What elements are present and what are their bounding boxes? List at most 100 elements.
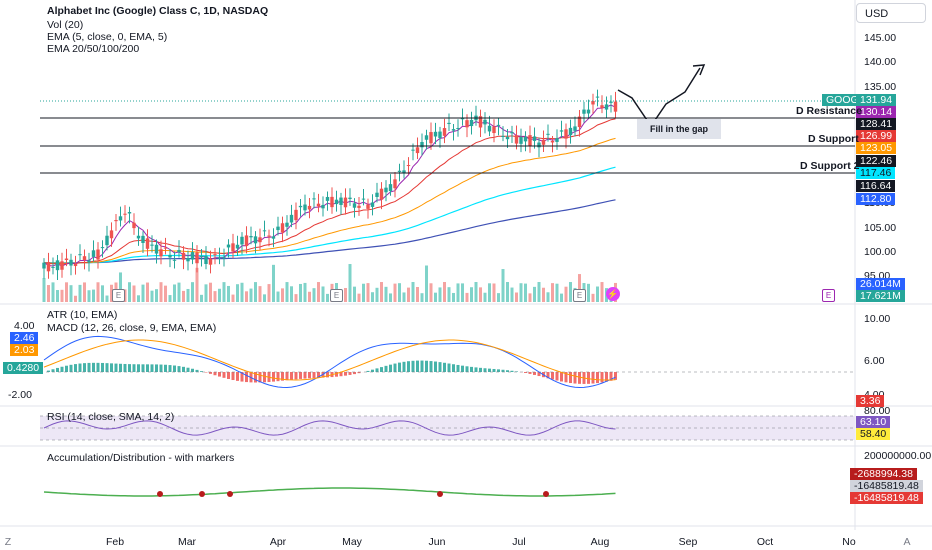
macd-histogram-bar (56, 367, 59, 372)
candle-body (312, 198, 316, 200)
dividend-icon[interactable]: ⚡ (606, 287, 620, 301)
candle-body (240, 236, 244, 245)
candle-body (591, 100, 595, 105)
price-axis-label: 100.00 (864, 246, 897, 258)
macd-histogram-bar (389, 364, 392, 372)
legend-macd[interactable]: MACD (12, 26, close, 9, EMA, EMA) (47, 322, 217, 334)
macd-histogram-bar (254, 372, 257, 383)
volume-bar (393, 283, 397, 302)
volume-bar (146, 282, 149, 302)
candle-body (469, 119, 474, 127)
volume-bar (348, 264, 352, 302)
time-axis-label: Jun (428, 536, 446, 548)
candle-body (87, 260, 91, 263)
gap-annotation[interactable]: Fill in the gap (637, 119, 721, 139)
macd-histogram-bar (276, 372, 280, 382)
candle-body (280, 223, 285, 233)
legend-ema-multi[interactable]: EMA 20/50/100/200 (47, 43, 140, 55)
candle-body (271, 236, 276, 239)
macd-histogram-bar (609, 372, 613, 381)
macd-histogram-bar (546, 372, 550, 379)
macd-histogram-bar (240, 372, 244, 382)
earnings-marker[interactable]: E (822, 289, 835, 302)
volume-bar (564, 286, 568, 302)
time-axis-label: Mar (177, 536, 197, 548)
candle-body (402, 170, 406, 174)
macd-histogram-bar (555, 372, 559, 381)
volume-bar (285, 282, 289, 302)
volume-bar (173, 284, 176, 302)
macd-histogram-bar (533, 372, 536, 375)
legend-ema5[interactable]: EMA (5, close, 0, EMA, 5) (47, 31, 168, 43)
signal-tag: 2.03 (10, 344, 39, 356)
auto-scale-button[interactable]: A (903, 536, 911, 548)
candle-body (415, 147, 420, 154)
candle-body (267, 235, 271, 237)
candle-body (186, 258, 190, 262)
volume-bar (515, 292, 518, 302)
volume-bar (474, 282, 478, 302)
candle-body (78, 254, 82, 256)
currency-selector[interactable]: USD (856, 3, 926, 23)
volume-bar (411, 282, 415, 302)
candle-body (541, 139, 546, 145)
macd-histogram-bar (483, 368, 487, 372)
macd-histogram-bar (159, 364, 163, 372)
volume-bar (245, 291, 248, 302)
macd-histogram-bar (146, 364, 149, 372)
earnings-marker[interactable]: E (330, 289, 343, 302)
volume-bar (240, 282, 244, 302)
candle-body (483, 119, 487, 125)
time-axis-label: Feb (105, 536, 125, 548)
legend-ad[interactable]: Accumulation/Distribution - with markers (47, 452, 235, 464)
candle-body (285, 222, 289, 227)
volume-bar (443, 282, 446, 302)
macd-histogram-bar (420, 360, 424, 372)
candle-body (447, 122, 451, 125)
candle-body (55, 260, 60, 271)
candle-body (177, 250, 181, 253)
ema50-tag: 123.05 (856, 142, 897, 154)
macd-histogram-bar (303, 372, 307, 379)
volume-bar (263, 294, 266, 302)
candle-body (222, 257, 226, 259)
candle-body (321, 204, 325, 209)
candle-body (82, 256, 87, 260)
legend-vol[interactable]: Vol (20) (47, 19, 84, 31)
volume-bar (317, 282, 320, 302)
volume-bar (555, 283, 559, 302)
volume-bar (110, 284, 113, 302)
price-axis-label: 140.00 (864, 56, 897, 68)
earnings-marker[interactable]: E (573, 289, 586, 302)
price-axis-label: 135.00 (864, 81, 897, 93)
legend-atr[interactable]: ATR (10, EMA) (47, 309, 118, 321)
volume-bar (128, 282, 131, 302)
macd-histogram-bar (605, 372, 608, 382)
volume-bar (65, 282, 68, 302)
macd-histogram-bar (69, 364, 73, 372)
price-axis-label: 105.00 (864, 222, 897, 234)
ad-tag: -16485819.48 (850, 492, 923, 504)
legend-rsi[interactable]: RSI (14, close, SMA, 14, 2) (47, 411, 175, 423)
candle-body (298, 205, 303, 208)
ad-marker (543, 491, 549, 497)
earnings-marker[interactable]: E (112, 289, 125, 302)
volume-bar (587, 283, 590, 302)
volume-bar (501, 269, 505, 302)
macd-histogram-bar (402, 361, 406, 372)
volume-bar (222, 282, 226, 302)
candle-body (172, 259, 177, 261)
macd-histogram-bar (335, 372, 338, 377)
candle-body (150, 244, 154, 246)
macd-histogram-bar (65, 365, 68, 372)
atr-axis-label: 6.00 (864, 355, 885, 367)
macd-histogram-bar (191, 368, 194, 372)
candle-body (69, 259, 73, 266)
ema100-line (43, 166, 616, 264)
candle-body (132, 222, 136, 229)
candle-body (460, 118, 465, 120)
zoom-icon[interactable]: Z (4, 536, 12, 548)
volume-bar (353, 286, 356, 302)
candle-body (235, 244, 240, 249)
